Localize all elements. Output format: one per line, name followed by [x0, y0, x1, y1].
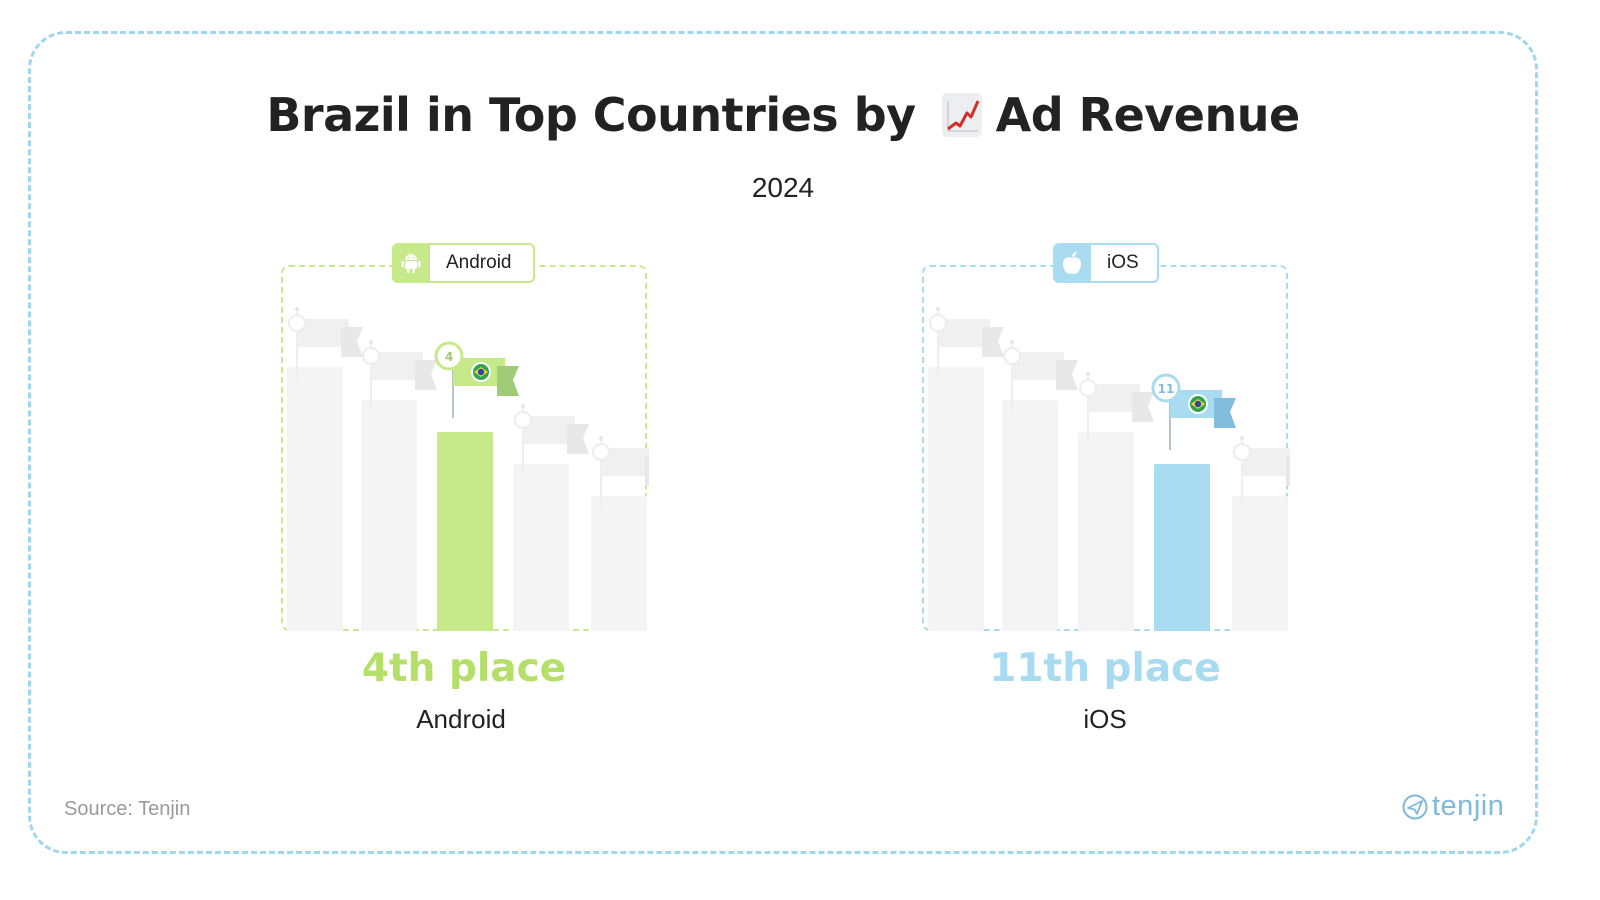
highlighted-bar-group: 4: [434, 341, 519, 631]
ios-badge-label: iOS: [1107, 252, 1139, 273]
bar-group: [1232, 436, 1290, 631]
android-chart-svg: 4: [287, 307, 649, 631]
apple-icon: [1053, 244, 1091, 282]
bar-group: [928, 307, 1004, 631]
bar-group: [361, 340, 437, 631]
rank-badge-text: 4: [445, 350, 453, 364]
android-icon: [392, 244, 430, 282]
title-end: Ad Revenue: [995, 88, 1301, 142]
chart-increasing-icon: [941, 93, 982, 137]
bar-group: [591, 436, 649, 631]
country-bar: [928, 367, 984, 631]
bar-group: [513, 404, 589, 631]
country-bar: [513, 464, 569, 631]
country-bar: [1232, 496, 1288, 631]
ios-chart-svg: 11: [928, 307, 1290, 631]
bar-group: [287, 307, 363, 631]
ios-chart-panel: 11: [922, 265, 1290, 631]
chart-subtitle: 2024: [751, 172, 815, 203]
country-bar: [1002, 400, 1058, 631]
country-bar: [591, 496, 647, 631]
country-bar: [287, 367, 343, 631]
card-frame: [28, 31, 1538, 854]
source-note: Source: Tenjin: [64, 798, 191, 820]
brand-name: tenjin: [1432, 790, 1505, 822]
android-badge-label: Android: [446, 252, 512, 273]
ios-place-text: 11th place: [989, 646, 1221, 691]
highlighted-bar-group: 11: [1151, 373, 1236, 631]
brazil-bar: [1154, 464, 1210, 631]
chart-title: Brazil in Top Countries by Ad Revenue: [0, 88, 1566, 142]
title-main: Brazil in Top Countries by: [266, 88, 916, 142]
android-badge: Android: [392, 243, 535, 283]
android-chart-panel: 4: [281, 265, 649, 631]
android-platform-label: Android: [416, 704, 506, 734]
bar-group: [1078, 372, 1154, 631]
ios-badge: iOS: [1053, 243, 1159, 283]
tenjin-logo: tenjin: [1402, 790, 1504, 823]
android-place-text: 4th place: [361, 646, 567, 691]
country-bar: [361, 400, 417, 631]
bar-group: [1002, 340, 1078, 631]
rank-badge-text: 11: [1158, 382, 1175, 396]
country-bar: [1078, 432, 1134, 631]
brazil-bar: [437, 432, 493, 631]
tenjin-logo-icon: [1402, 794, 1428, 819]
ios-platform-label: iOS: [1083, 704, 1127, 734]
